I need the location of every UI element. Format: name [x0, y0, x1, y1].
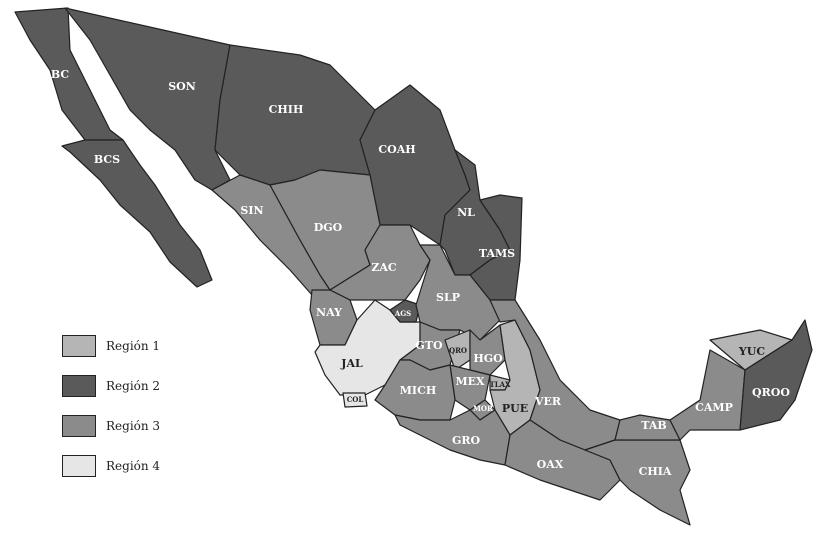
legend-item-region-1: Región 1 — [62, 326, 160, 366]
legend-swatch — [62, 375, 96, 397]
state-label-ags: AGS — [394, 309, 411, 318]
state-label-son: SON — [168, 80, 196, 93]
state-label-mex: MEX — [455, 375, 485, 388]
state-label-dgo: DGO — [314, 221, 343, 234]
state-label-qroo: QROO — [752, 386, 790, 399]
state-label-bc: BC — [51, 68, 70, 81]
state-label-tlax: TLAX — [490, 380, 512, 389]
legend-swatch — [62, 415, 96, 437]
legend-item-region-4: Región 4 — [62, 446, 160, 486]
state-label-qro: QRO — [449, 346, 467, 355]
state-col — [342, 392, 368, 408]
state-label-chih: CHIH — [269, 103, 304, 116]
state-bcs — [61, 139, 213, 288]
state-label-mor: MOR — [473, 404, 493, 413]
state-label-jal: JAL — [340, 357, 363, 370]
state-camp — [669, 349, 746, 441]
state-label-ver: VER — [534, 395, 562, 408]
legend: Región 1 Región 2 Región 3 Región 4 — [62, 326, 160, 486]
state-label-tams: TAMS — [479, 247, 515, 260]
state-label-nay: NAY — [316, 306, 342, 319]
state-mich — [374, 359, 456, 421]
legend-swatch — [62, 455, 96, 477]
state-label-bcs: BCS — [94, 153, 120, 166]
state-label-camp: CAMP — [695, 401, 733, 414]
state-label-pue: PUE — [502, 402, 528, 415]
state-label-hgo: HGO — [473, 352, 503, 365]
state-label-nl: NL — [457, 206, 475, 219]
state-qroo — [739, 319, 813, 431]
legend-item-region-2: Región 2 — [62, 366, 160, 406]
state-label-sin: SIN — [240, 204, 263, 217]
state-label-mich: MICH — [400, 384, 436, 397]
state-label-col: COL — [347, 395, 364, 404]
state-label-oax: OAX — [537, 458, 564, 471]
state-label-slp: SLP — [436, 291, 460, 304]
legend-label: Región 3 — [106, 419, 161, 433]
legend-label: Región 1 — [106, 339, 161, 353]
state-zac — [329, 224, 431, 301]
state-label-tab: TAB — [641, 419, 666, 432]
legend-label: Región 2 — [106, 379, 161, 393]
legend-label: Región 4 — [106, 459, 161, 473]
legend-swatch — [62, 335, 96, 357]
legend-item-region-3: Región 3 — [62, 406, 160, 446]
state-label-zac: ZAC — [371, 261, 397, 274]
state-label-coah: COAH — [378, 143, 415, 156]
state-label-gto: GTO — [415, 339, 443, 352]
state-label-yuc: YUC — [738, 345, 765, 358]
state-label-chia: CHIA — [639, 465, 672, 478]
state-hgo — [469, 324, 506, 376]
state-label-gro: GRO — [452, 434, 481, 447]
